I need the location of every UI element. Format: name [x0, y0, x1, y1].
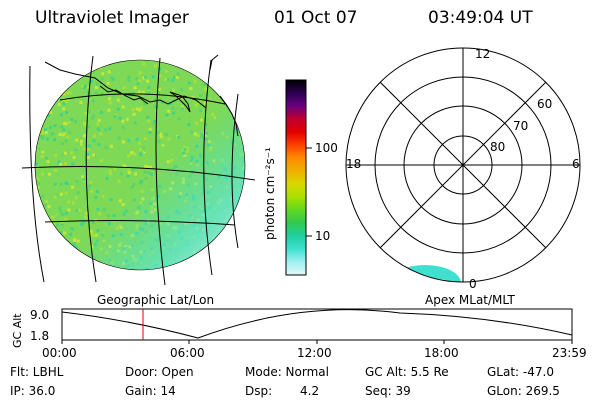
- orbit-time-tick: 06:00: [170, 346, 205, 360]
- mlt-label-6: 6: [572, 157, 580, 171]
- mlat-label-60: 60: [537, 97, 553, 111]
- mlt-label-12: 12: [475, 47, 491, 61]
- mlat-label-80: 80: [490, 140, 506, 154]
- colorbar-tick-10: 10: [315, 229, 331, 243]
- status-gc-alt: GC Alt: 5.5 Re: [365, 365, 449, 379]
- status-glat: GLat: -47.0: [487, 365, 554, 379]
- time-label: 03:49:04 UT: [428, 8, 533, 28]
- orbit-ytick-top: 9.0: [30, 308, 50, 322]
- geo-panel-caption: Geographic Lat/Lon: [97, 293, 215, 307]
- instrument-title: Ultraviolet Imager: [35, 8, 189, 28]
- geo-grid: [21, 55, 256, 286]
- status-gain: Gain: 14: [125, 384, 176, 398]
- orbit-strip: [61, 308, 573, 344]
- status-mode: Mode: Normal: [245, 365, 329, 379]
- mlat-label-70: 70: [513, 119, 529, 133]
- orbit-time-tick: 12:00: [297, 346, 332, 360]
- coastline: [44, 54, 239, 137]
- colorbar-tick-100: 100: [315, 141, 338, 155]
- mlt-label-18: 18: [346, 157, 362, 171]
- orbit-time-tick: 00:00: [42, 346, 77, 360]
- polar-panel-caption: Apex MLat/MLT: [425, 293, 515, 307]
- colorbar: [285, 79, 312, 276]
- status-glon: GLon: 269.5: [487, 384, 560, 398]
- status-dsp-label: Dsp:: [245, 384, 273, 398]
- orbit-ylabel: GC Alt: [11, 313, 24, 348]
- polar-plot: [345, 47, 581, 283]
- orbit-time-tick: 18:00: [424, 346, 459, 360]
- date-label: 01 Oct 07: [274, 8, 358, 28]
- status-ip: IP: 36.0: [10, 384, 56, 398]
- status-filter: Flt: LBHL: [10, 365, 64, 379]
- status-dsp-value: 4.2: [300, 384, 320, 398]
- status-seq: Seq: 39: [365, 384, 411, 398]
- orbit-time-tick: 23:59: [552, 346, 587, 360]
- mlt-label-0: 0: [469, 277, 477, 291]
- orbit-ytick-bottom: 1.8: [30, 329, 50, 343]
- colorbar-unit-label: photon cm⁻²s⁻¹: [263, 147, 277, 240]
- status-door: Door: Open: [125, 365, 194, 379]
